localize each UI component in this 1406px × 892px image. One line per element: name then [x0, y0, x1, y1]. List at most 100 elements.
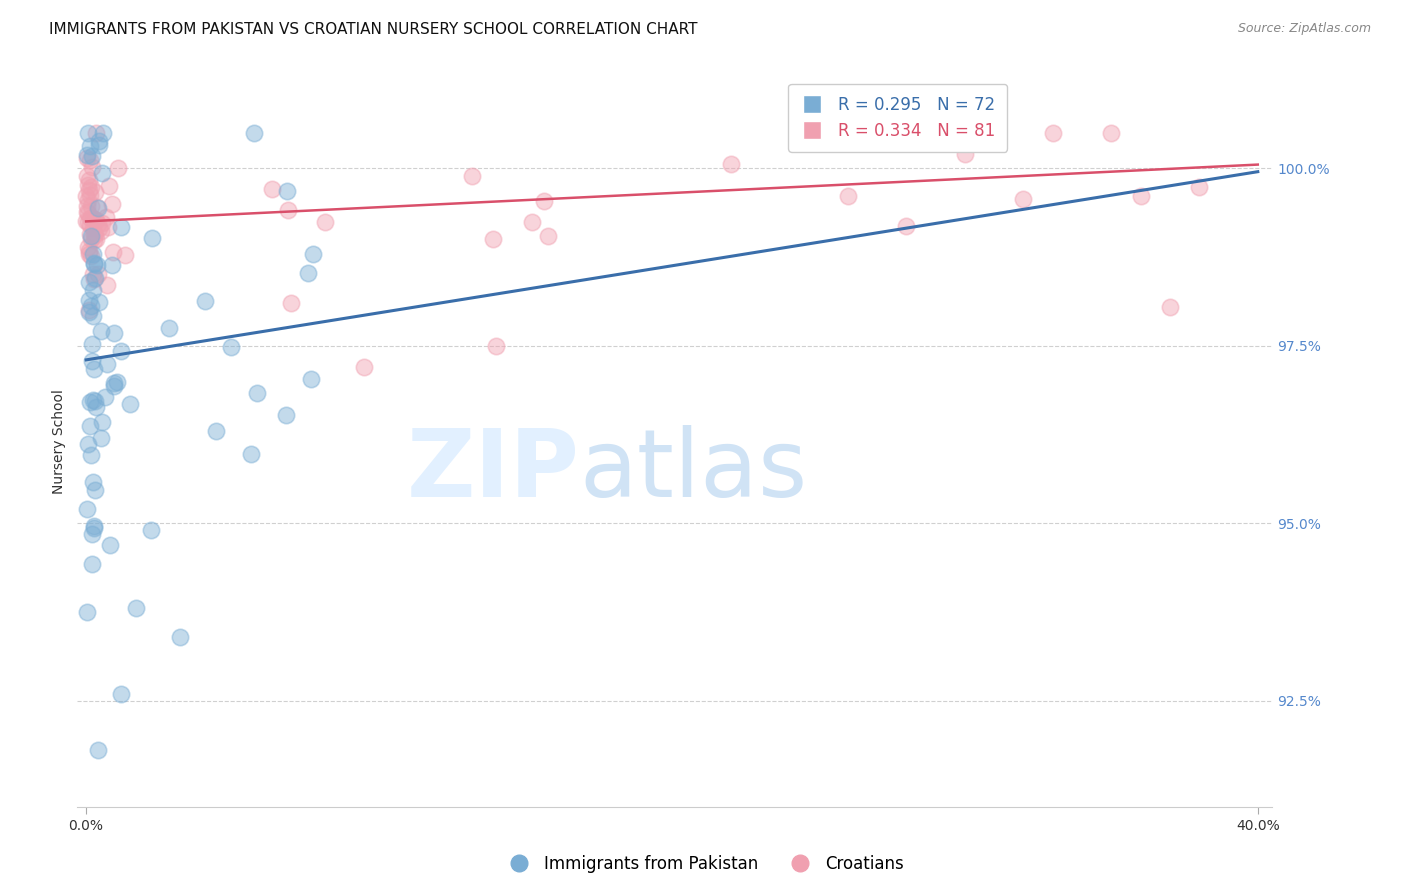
Point	[1188, 180, 1211, 194]
Point	[276, 184, 298, 198]
Point	[82, 267, 104, 281]
Point	[277, 203, 299, 218]
Point	[90, 224, 112, 238]
Point	[97, 220, 120, 235]
Point	[75, 189, 97, 203]
Point	[77, 240, 100, 254]
Point	[262, 182, 284, 196]
Point	[76, 199, 98, 213]
Point	[82, 149, 104, 163]
Point	[101, 197, 124, 211]
Point	[125, 601, 148, 615]
Point	[94, 390, 117, 404]
Point	[84, 483, 107, 497]
Point	[87, 221, 110, 235]
Point	[103, 378, 125, 392]
Text: Source: ZipAtlas.com: Source: ZipAtlas.com	[1237, 22, 1371, 36]
Point	[82, 527, 104, 541]
Point	[299, 372, 322, 386]
Point	[76, 605, 98, 619]
Legend: Immigrants from Pakistan, Croatians: Immigrants from Pakistan, Croatians	[496, 848, 910, 880]
Point	[80, 336, 103, 351]
Point	[246, 386, 269, 401]
Point	[83, 255, 105, 269]
Point	[82, 221, 104, 235]
Point	[110, 687, 132, 701]
Y-axis label: Nursery School: Nursery School	[52, 389, 66, 494]
Point	[80, 353, 103, 368]
Point	[536, 228, 558, 243]
Point	[242, 126, 264, 140]
Point	[239, 446, 262, 460]
Point	[76, 152, 98, 166]
Point	[79, 183, 101, 197]
Point	[79, 138, 101, 153]
Point	[77, 305, 100, 319]
Point	[110, 220, 132, 235]
Point	[80, 299, 103, 313]
Point	[76, 213, 98, 227]
Point	[77, 275, 100, 289]
Point	[103, 326, 125, 340]
Point	[84, 186, 107, 200]
Point	[720, 157, 742, 171]
Legend: R = 0.295   N = 72, R = 0.334   N = 81: R = 0.295 N = 72, R = 0.334 N = 81	[789, 84, 1007, 152]
Point	[79, 395, 101, 409]
Point	[103, 244, 125, 259]
Point	[82, 160, 104, 174]
Point	[84, 212, 107, 227]
Point	[83, 211, 105, 226]
Point	[83, 362, 105, 376]
Point	[83, 394, 105, 409]
Point	[83, 271, 105, 285]
Point	[314, 215, 336, 229]
Point	[79, 218, 101, 232]
Point	[86, 200, 108, 214]
Point	[103, 376, 125, 391]
Point	[533, 194, 555, 209]
Point	[169, 630, 191, 644]
Point	[837, 189, 859, 203]
Point	[896, 219, 918, 234]
Point	[82, 475, 104, 489]
Point	[97, 178, 120, 193]
Point	[77, 293, 100, 308]
Point	[83, 519, 105, 533]
Point	[80, 249, 103, 263]
Point	[80, 448, 103, 462]
Point	[83, 233, 105, 247]
Point	[91, 126, 114, 140]
Point	[482, 232, 505, 246]
Point	[77, 303, 100, 318]
Point	[79, 211, 101, 225]
Point	[84, 232, 107, 246]
Point	[83, 272, 105, 286]
Point	[84, 126, 107, 140]
Point	[139, 524, 162, 538]
Point	[79, 419, 101, 434]
Point	[77, 126, 100, 140]
Point	[141, 231, 163, 245]
Point	[94, 210, 117, 224]
Point	[96, 358, 118, 372]
Point	[353, 359, 375, 374]
Point	[84, 227, 107, 242]
Point	[1129, 189, 1152, 203]
Point	[89, 138, 111, 153]
Point	[205, 424, 228, 438]
Point	[87, 201, 110, 215]
Point	[87, 295, 110, 310]
Point	[953, 146, 976, 161]
Point	[76, 501, 98, 516]
Point	[157, 321, 180, 335]
Point	[79, 227, 101, 241]
Point	[87, 217, 110, 231]
Point	[86, 258, 108, 272]
Point	[77, 205, 100, 219]
Point	[91, 416, 114, 430]
Point	[280, 296, 302, 310]
Point	[80, 557, 103, 571]
Point	[82, 283, 104, 297]
Point	[98, 537, 121, 551]
Point	[118, 397, 141, 411]
